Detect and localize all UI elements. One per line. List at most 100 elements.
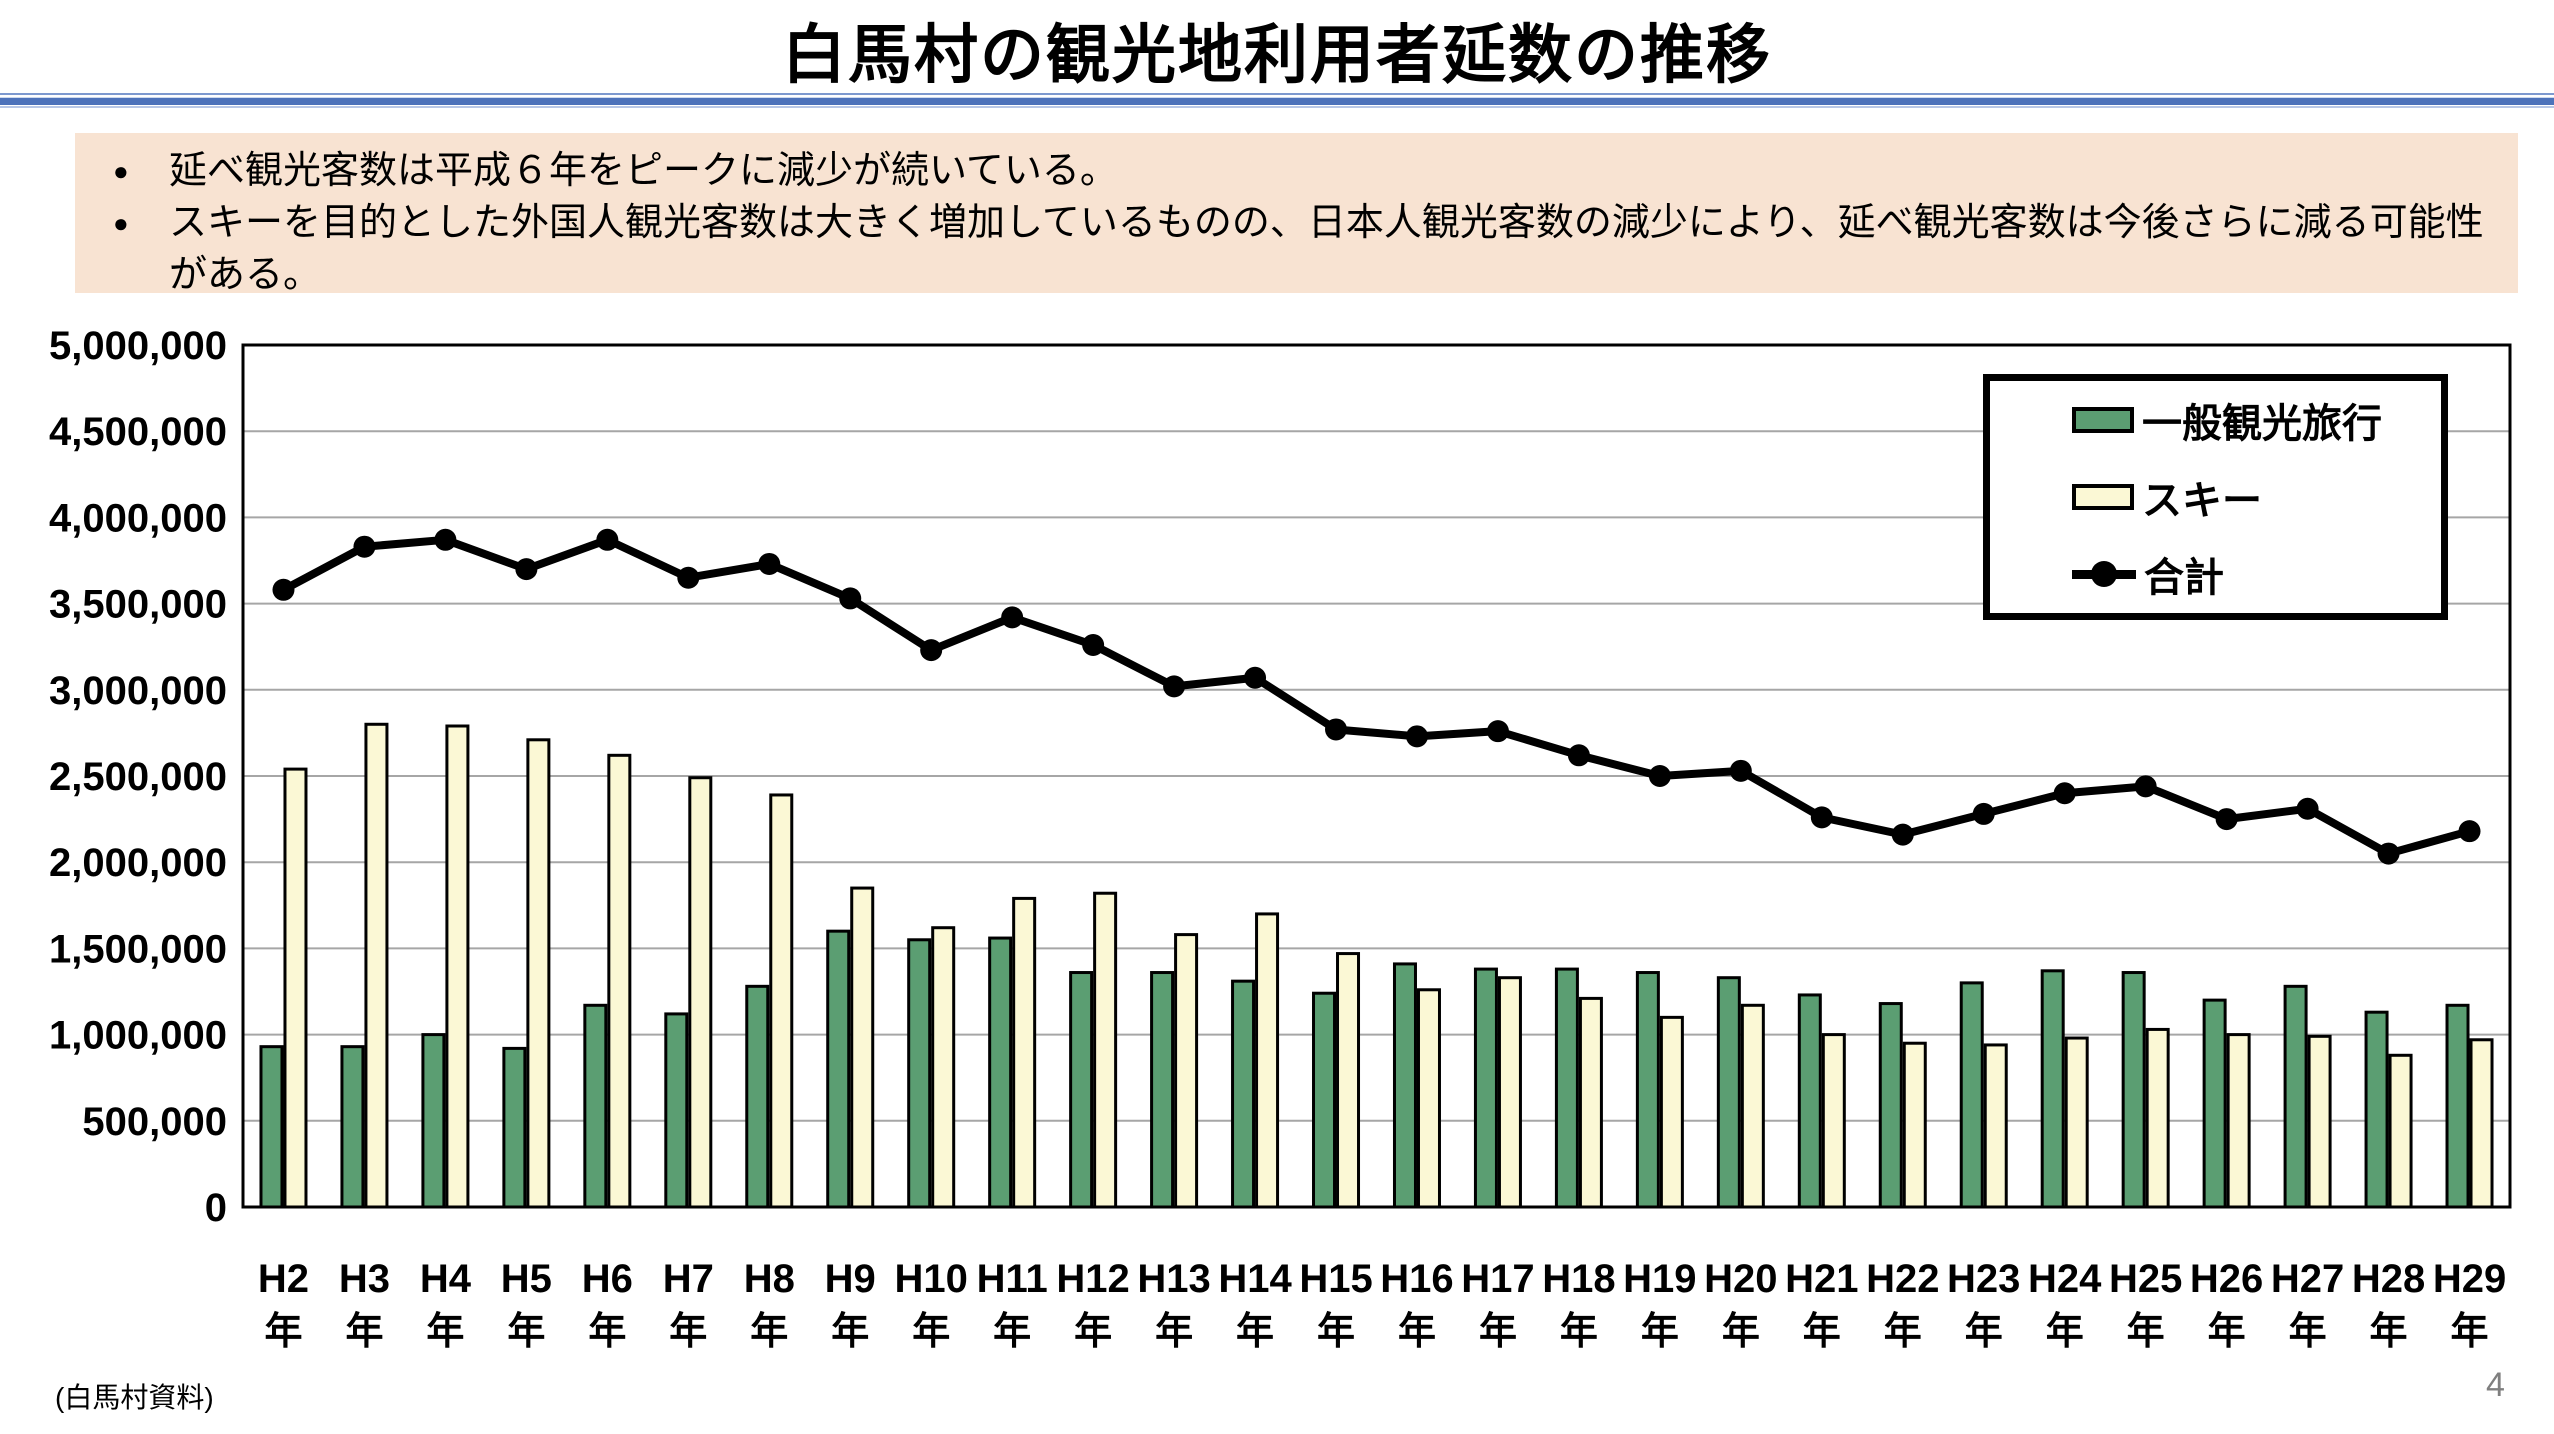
bar-ski-H26 — [2226, 1033, 2251, 1209]
total-point-H16 — [1405, 725, 1428, 748]
bar-ski-H14 — [1255, 912, 1280, 1209]
page-number: 4 — [2486, 1366, 2505, 1404]
bar-ski-H18 — [1578, 996, 1603, 1209]
callout-text-3: がある。 — [169, 254, 322, 296]
x-tick-label-suffix: 年 — [2289, 1311, 2327, 1353]
total-point-H28 — [2377, 842, 2400, 865]
x-tick-label: H14 — [1218, 1257, 1292, 1301]
legend-item-ski: スキー — [2072, 468, 2441, 526]
total-point-H2 — [272, 578, 295, 601]
total-point-H26 — [2215, 808, 2238, 831]
callout-line-2: ● スキーを目的とした外国人観光客数は大きく増加しているものの、日本人観光客数の… — [105, 197, 2518, 249]
x-tick-label-suffix: 年 — [1479, 1311, 1517, 1353]
x-tick-label: H21 — [1785, 1257, 1858, 1301]
bar-ski-H11 — [1012, 896, 1037, 1209]
bar-ski-H25 — [2145, 1027, 2170, 1209]
bar-ski-H22 — [1902, 1041, 1927, 1209]
bar-ski-H3 — [364, 722, 389, 1209]
total-point-H17 — [1486, 720, 1509, 743]
y-tick-label: 1,000,000 — [49, 1014, 227, 1058]
x-tick-label-suffix: 年 — [2370, 1311, 2408, 1353]
bar-general-H22 — [1878, 1002, 1903, 1209]
bullet-icon: ● — [113, 208, 129, 238]
x-tick-label-suffix: 年 — [1641, 1311, 1679, 1353]
bar-ski-H19 — [1659, 1015, 1684, 1209]
bar-general-H11 — [988, 936, 1013, 1209]
x-tick-label: H27 — [2271, 1257, 2344, 1301]
plot-border — [241, 343, 2512, 1209]
bar-general-H8 — [745, 984, 770, 1209]
total-point-H15 — [1325, 718, 1348, 741]
total-point-H24 — [2053, 782, 2076, 805]
total-point-H9 — [839, 587, 862, 610]
bar-general-H9 — [826, 929, 851, 1209]
x-tick-label-suffix: 年 — [1317, 1311, 1355, 1353]
x-tick-label-suffix: 年 — [831, 1311, 869, 1353]
x-tick-label: H5 — [501, 1257, 552, 1301]
total-point-H27 — [2296, 797, 2319, 820]
x-tick-label-suffix: 年 — [750, 1311, 788, 1353]
legend-swatch-ski — [2072, 483, 2134, 510]
bullet-icon: ● — [113, 156, 129, 186]
bar-ski-H15 — [1336, 952, 1361, 1209]
bar-general-H19 — [1635, 971, 1660, 1209]
y-tick-label: 5,000,000 — [49, 324, 227, 368]
legend-label-ski: スキー — [2142, 478, 2262, 523]
x-tick-label-suffix: 年 — [1155, 1311, 1193, 1353]
bar-general-H15 — [1312, 991, 1337, 1209]
x-tick-label-suffix: 年 — [1722, 1311, 1760, 1353]
bar-general-H14 — [1231, 979, 1256, 1209]
callout-box: ● 延べ観光客数は平成６年をピークに減少が続いている。 ● スキーを目的とした外… — [75, 133, 2518, 296]
bar-general-H23 — [1959, 981, 1984, 1209]
y-tick-label: 1,500,000 — [49, 927, 227, 971]
x-tick-label: H16 — [1380, 1257, 1453, 1301]
x-tick-label: H9 — [825, 1257, 876, 1301]
legend-label-general-sightseeing: 一般観光旅行 — [2142, 401, 2382, 446]
bar-general-H12 — [1069, 971, 1094, 1209]
bar-ski-H13 — [1174, 933, 1199, 1209]
x-tick-label-suffix: 年 — [2046, 1311, 2084, 1353]
bar-ski-H2 — [283, 767, 308, 1209]
bar-ski-H20 — [1740, 1003, 1765, 1209]
total-point-H25 — [2134, 775, 2157, 798]
x-tick-label: H23 — [1947, 1257, 2020, 1301]
x-tick-label: H6 — [582, 1257, 633, 1301]
x-tick-label-suffix: 年 — [1560, 1311, 1598, 1353]
total-point-H7 — [677, 566, 700, 589]
legend-swatch-general-sightseeing — [2072, 406, 2134, 433]
x-tick-label-suffix: 年 — [912, 1311, 950, 1353]
x-tick-label: H20 — [1704, 1257, 1777, 1301]
x-tick-label: H26 — [2190, 1257, 2263, 1301]
bar-general-H29 — [2445, 1003, 2470, 1209]
x-tick-label-suffix: 年 — [1965, 1311, 2003, 1353]
x-tick-label: H22 — [1866, 1257, 1939, 1301]
x-tick-label: H10 — [895, 1257, 968, 1301]
x-tick-label: H4 — [420, 1257, 472, 1301]
x-tick-label-suffix: 年 — [2208, 1311, 2246, 1353]
bar-ski-H7 — [688, 776, 713, 1209]
x-tick-label-suffix: 年 — [2127, 1311, 2165, 1353]
x-tick-label-suffix: 年 — [1074, 1311, 1112, 1353]
total-point-H22 — [1891, 823, 1914, 846]
title-rule-thin-top — [0, 93, 2554, 95]
total-point-H10 — [920, 639, 943, 662]
title-rule-thin-bottom — [0, 106, 2554, 108]
x-tick-label: H11 — [977, 1257, 1048, 1301]
bar-general-H21 — [1797, 993, 1822, 1209]
chart-legend: 一般観光旅行 スキー 合計 — [1983, 374, 2448, 620]
title-rule-thick — [0, 97, 2554, 105]
total-point-H12 — [1082, 633, 1105, 656]
x-tick-label: H25 — [2109, 1257, 2182, 1301]
x-tick-label: H17 — [1461, 1257, 1534, 1301]
total-line — [281, 535, 2471, 858]
callout-text-1: 延べ観光客数は平成６年をピークに減少が続いている。 — [169, 150, 1118, 192]
x-tick-label-suffix: 年 — [2451, 1311, 2489, 1353]
bar-general-H18 — [1554, 967, 1579, 1209]
bar-general-H2 — [259, 1045, 284, 1209]
x-tick-label: H12 — [1056, 1257, 1129, 1301]
total-point-H11 — [1001, 606, 1024, 629]
bar-ski-H5 — [526, 738, 551, 1209]
total-point-H3 — [353, 535, 376, 558]
